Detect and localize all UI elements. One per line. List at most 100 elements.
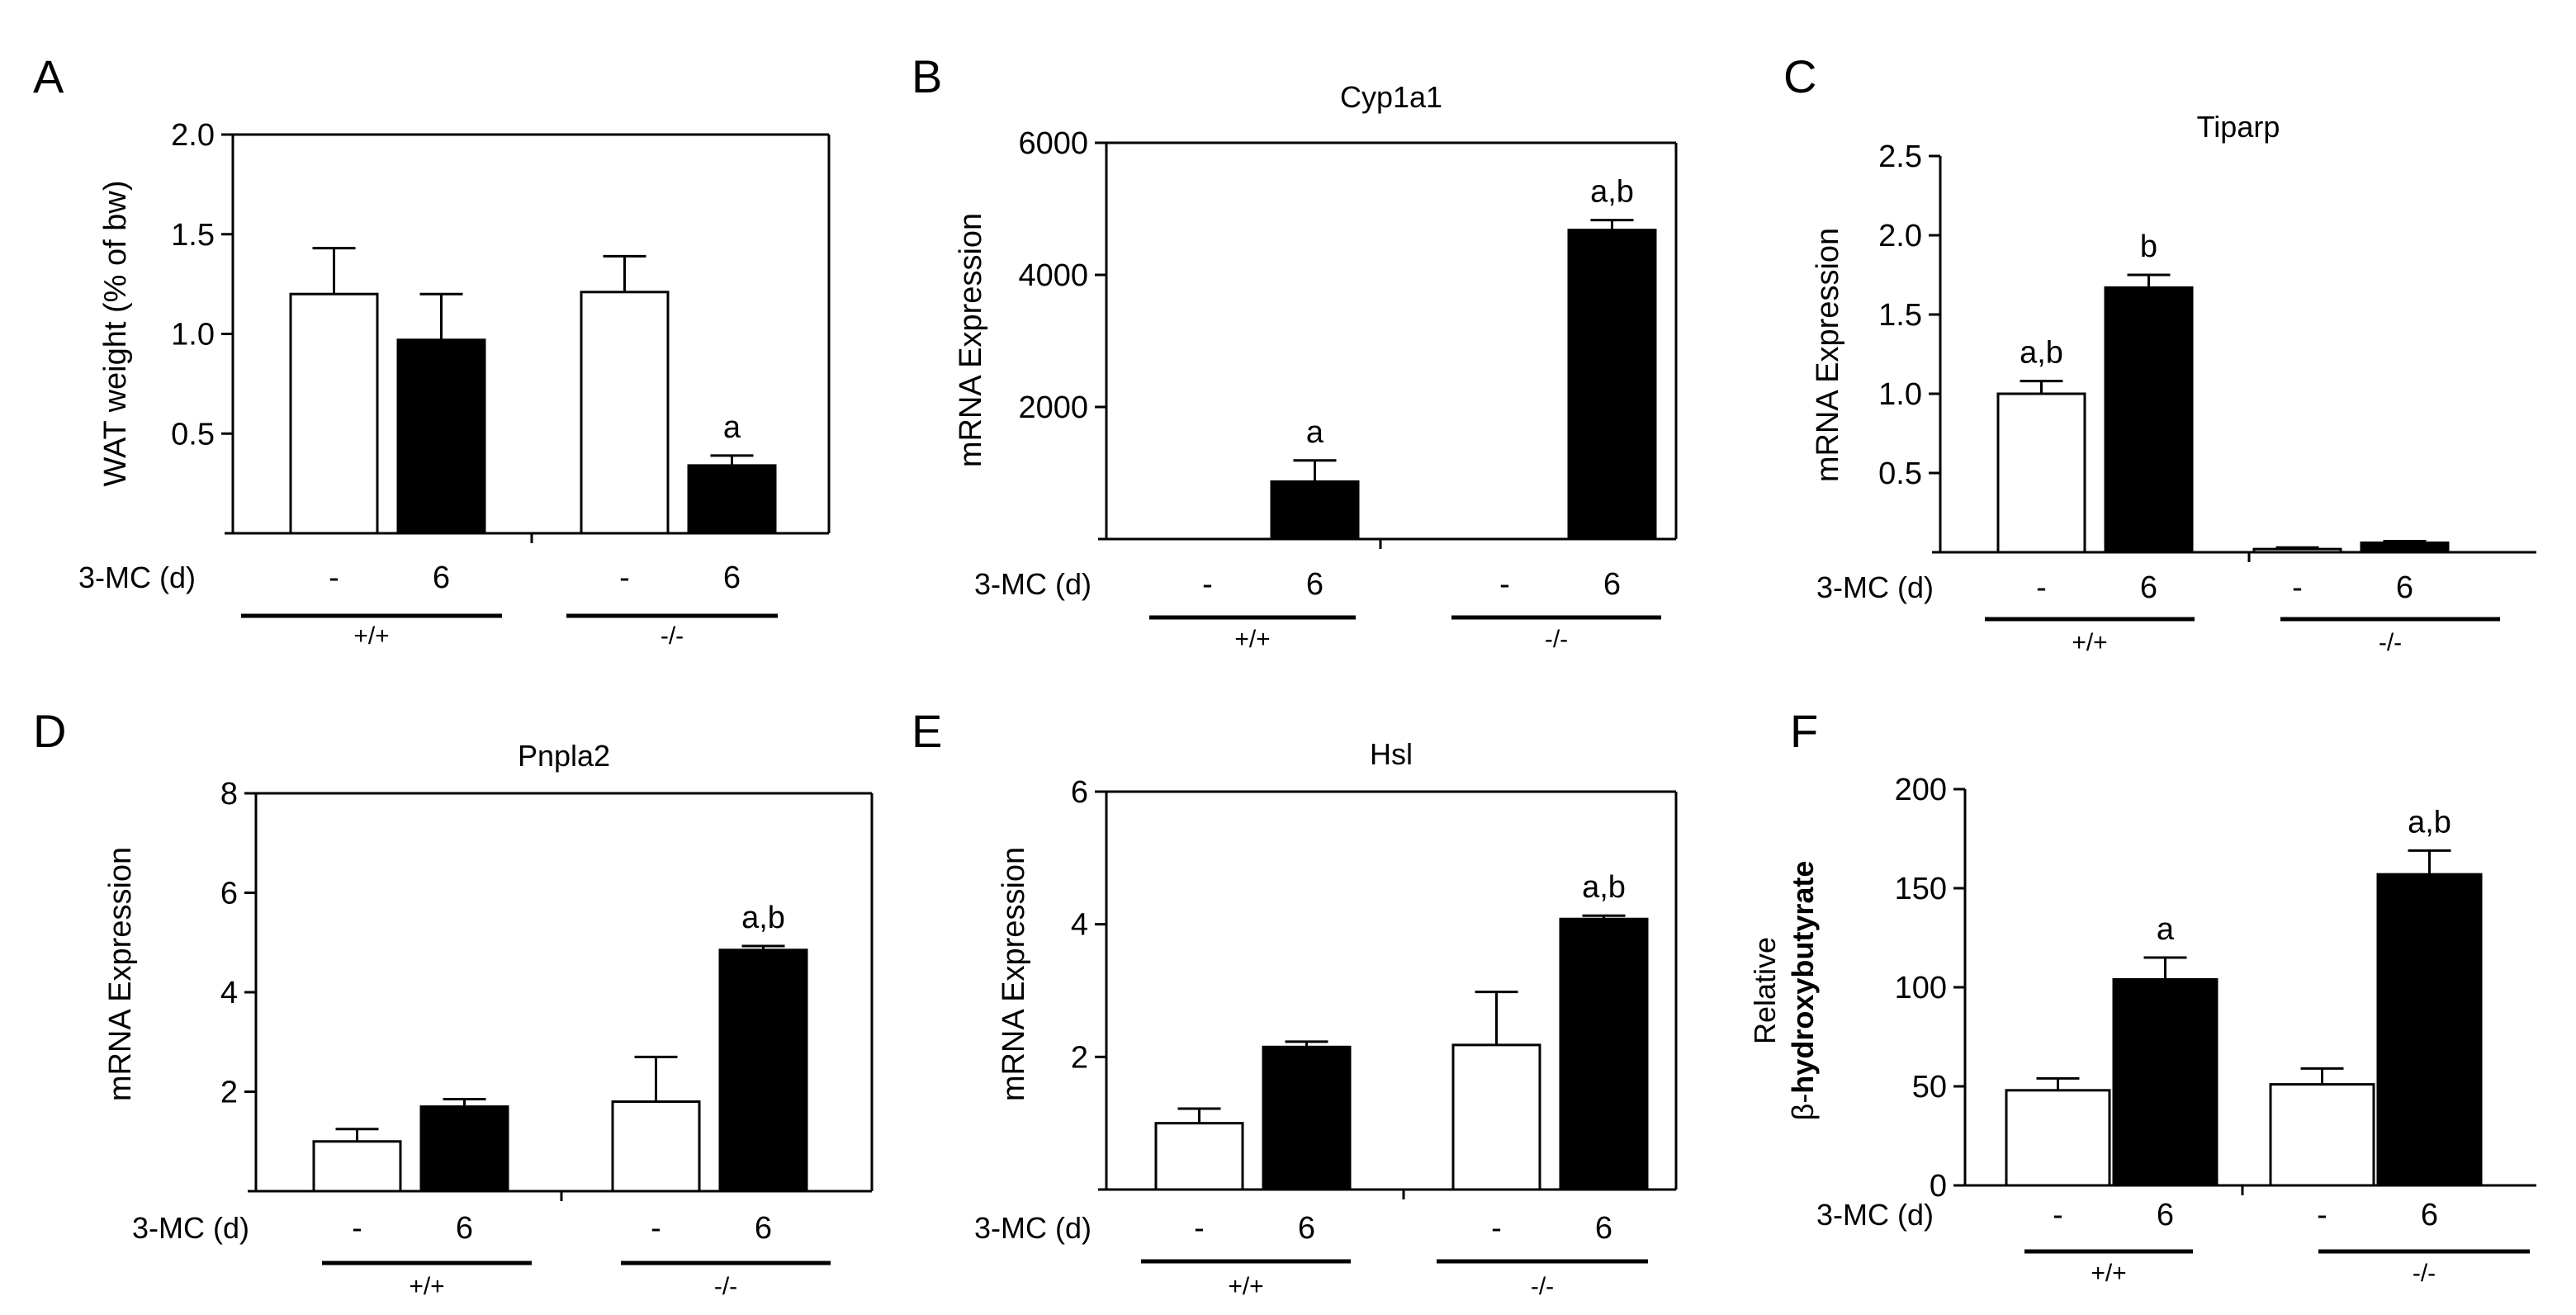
x-tick-label: -: [1491, 1211, 1502, 1246]
panel-f: F050100150200Relativeβ-hydroxybutyrate-a…: [1748, 705, 2536, 1287]
bar-ko-vehicle: [1451, 1043, 1541, 1191]
x-tick-label: 6: [2421, 1198, 2438, 1232]
genotype-label: -/-: [1545, 626, 1568, 653]
panel-letter: D: [33, 705, 66, 757]
y-tick-label: 100: [1895, 971, 1947, 1005]
panel-e: E Hsl 2 4 6 mRNA Expression - 6 - a,b 6 3-MC (d) +/+…: [912, 705, 1678, 1300]
treatment-label: 3-MC (d): [78, 561, 196, 594]
x-tick-label: 6: [1298, 1211, 1315, 1246]
y-tick-label: 6000: [1018, 126, 1088, 161]
y-tick-label: 2000: [1018, 390, 1088, 425]
y-tick-label: 1.5: [171, 218, 215, 253]
y-tick-label: 1.0: [171, 318, 215, 352]
y-tick-label: 0.5: [171, 417, 215, 452]
y-tick-label: 0.5: [1878, 456, 1922, 491]
genotype-label: +/+: [2072, 629, 2107, 656]
y-tick-label: 4: [220, 976, 238, 1010]
x-tick-label: -: [1194, 1211, 1205, 1246]
chart-title: Tiparp: [2197, 110, 2280, 144]
x-tick-label: 6: [723, 561, 741, 595]
x-tick-label: 6: [433, 561, 450, 595]
x-tick-label: -: [651, 1211, 661, 1246]
genotype-label: +/+: [2091, 1260, 2126, 1287]
panel-letter: F: [1790, 705, 1818, 757]
panel-letter: A: [33, 50, 64, 102]
y-axis-label: mRNA Expression: [997, 847, 1031, 1101]
significance-label: a,b: [1590, 175, 1634, 210]
genotype-label: -/-: [1531, 1273, 1554, 1300]
bar-wt-vehicle: [289, 292, 379, 535]
y-tick-label: 2.5: [1878, 140, 1922, 174]
x-tick-label: 6: [1603, 567, 1621, 602]
bar-ko-treated: [1567, 229, 1657, 541]
x-tick-label: 6: [1595, 1211, 1612, 1246]
panel-letter: E: [912, 705, 942, 757]
bar-ko-treated: [2360, 541, 2450, 554]
chart-title: Pnpla2: [518, 739, 610, 773]
treatment-label: 3-MC (d): [1816, 570, 1934, 604]
y-tick-label: 2.0: [1878, 219, 1922, 253]
treatment-label: 3-MC (d): [1816, 1198, 1934, 1232]
y-tick-label: 4000: [1018, 258, 1088, 293]
treatment-label: 3-MC (d): [132, 1211, 249, 1245]
y-tick-label: 8: [220, 777, 238, 811]
panel-b: B Cyp1a1 2000 4000 6000 mRNA Expression - a 6 - a,…: [912, 50, 1678, 653]
x-tick-label: 6: [2396, 570, 2413, 605]
chart-title: Hsl: [1370, 737, 1413, 771]
y-tick-label: 150: [1895, 872, 1947, 906]
x-tick-label: -: [1202, 567, 1213, 602]
bar-wt-vehicle: [312, 1140, 402, 1193]
bar-wt-vehicle: [2005, 1089, 2111, 1187]
y-axis-label: WAT weight (% of bw): [98, 181, 133, 487]
significance-label: a: [2157, 912, 2175, 947]
y-tick-label: 4: [1071, 908, 1088, 943]
x-tick-label: -: [352, 1211, 362, 1246]
y-tick-label: 2: [1071, 1040, 1088, 1075]
significance-label: b: [2140, 229, 2157, 264]
bar-ko-vehicle: [580, 291, 670, 535]
hydroxybutyrate-text: hydroxybutyrate: [1786, 861, 1820, 1094]
y-axis-label: mRNA Expression: [103, 847, 138, 1101]
genotype-label: +/+: [1228, 1273, 1263, 1300]
bar-wt-treated: [419, 1105, 509, 1193]
genotype-label: -/-: [2379, 629, 2402, 656]
panel-a: A 0.5 1.0 1.5 2.0 WAT weight (% of bw) - 6 - a 6 3-…: [33, 50, 831, 650]
bar-wt-treated: [1270, 480, 1360, 541]
treatment-label: 3-MC (d): [974, 1211, 1091, 1245]
y-axis-label-line2: β-hydroxybutyrate: [1786, 861, 1820, 1121]
y-tick-label: 2: [220, 1076, 238, 1110]
x-tick-label: 6: [2157, 1198, 2174, 1232]
y-tick-label: 1.5: [1878, 298, 1922, 333]
y-tick-label: 2.0: [171, 118, 215, 153]
genotype-label: +/+: [1234, 626, 1270, 653]
bar-ko-treated: [687, 464, 777, 535]
x-tick-label: -: [619, 561, 630, 595]
genotype-label: +/+: [353, 622, 389, 650]
x-tick-label: 6: [755, 1211, 772, 1246]
x-tick-label: -: [2053, 1198, 2063, 1232]
panel-d: D Pnpla2 2 4 6 8 mRNA Expression - 6 - a,b 6 3-MC (d…: [33, 705, 874, 1300]
x-tick-label: -: [2292, 570, 2303, 605]
beta-symbol: β-: [1786, 1094, 1820, 1121]
genotype-label: -/-: [2413, 1260, 2436, 1287]
x-tick-label: -: [2317, 1198, 2327, 1232]
x-tick-label: 6: [2140, 570, 2157, 605]
bar-ko-treated: [718, 948, 808, 1193]
panel-letter: B: [912, 50, 942, 102]
y-axis-label: mRNA Expression: [954, 213, 988, 467]
x-tick-label: -: [2036, 570, 2047, 605]
y-tick-label: 6: [220, 877, 238, 911]
bar-ko-vehicle: [2269, 1083, 2375, 1187]
y-tick-label: 6: [1071, 775, 1088, 810]
significance-label: a,b: [741, 901, 785, 935]
significance-label: a: [723, 410, 741, 445]
treatment-label: 3-MC (d): [974, 567, 1091, 601]
bar-ko-vehicle: [2252, 547, 2342, 554]
significance-label: a: [1306, 415, 1324, 450]
genotype-label: -/-: [714, 1273, 737, 1300]
x-tick-label: 6: [1306, 567, 1324, 602]
y-axis-label: mRNA Expression: [1811, 228, 1845, 482]
y-axis-label-line1: Relative: [1748, 937, 1782, 1044]
genotype-label: +/+: [409, 1273, 444, 1300]
